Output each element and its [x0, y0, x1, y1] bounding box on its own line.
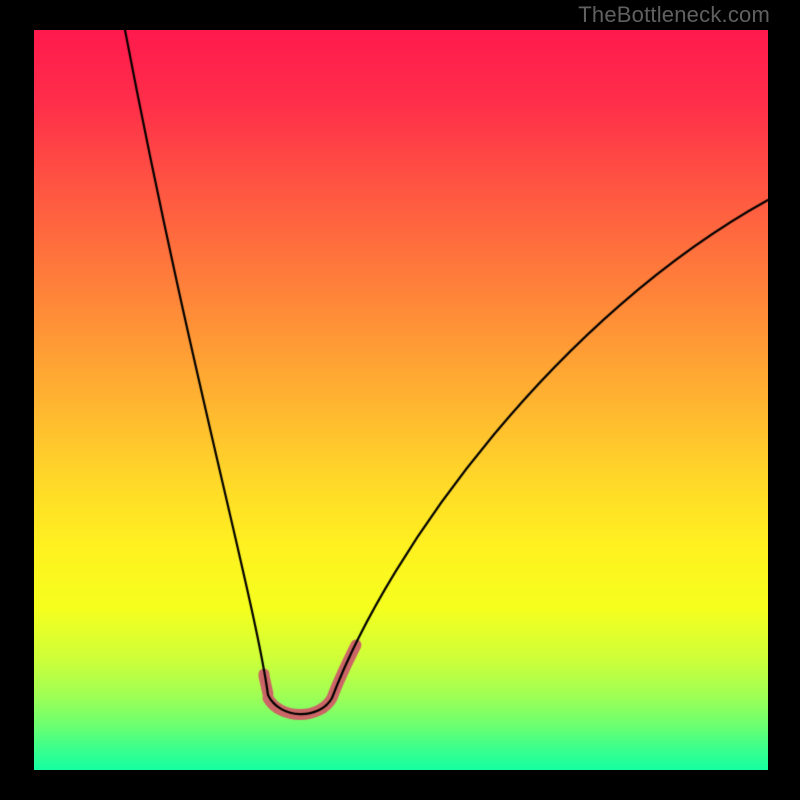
- chart-stage: TheBottleneck.com: [0, 0, 800, 800]
- watermark-text: TheBottleneck.com: [578, 2, 770, 28]
- bottleneck-curve: [0, 0, 800, 800]
